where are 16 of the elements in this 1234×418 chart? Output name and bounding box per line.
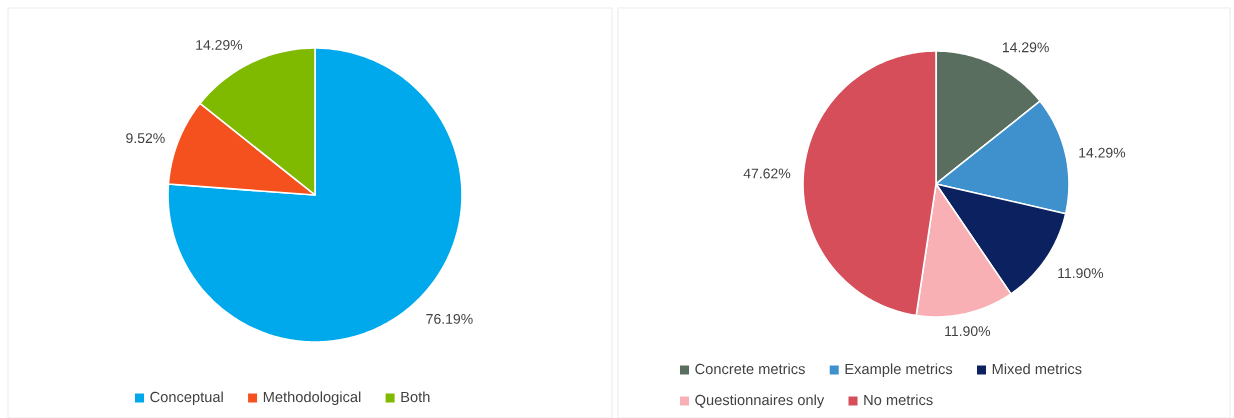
legend-label: Questionnaires only bbox=[695, 394, 825, 409]
data-label: 14.29% bbox=[196, 40, 243, 50]
data-label: 14.29% bbox=[1079, 147, 1126, 158]
legend-label: Concrete metrics bbox=[695, 363, 805, 375]
data-label: 47.62% bbox=[743, 168, 791, 179]
legend-label: Both bbox=[401, 391, 430, 403]
legend-label: Methodological bbox=[263, 391, 361, 406]
legend-label: No metrics bbox=[864, 394, 933, 406]
legend-label: Example metrics bbox=[845, 363, 953, 378]
data-label: 11.90% bbox=[945, 326, 991, 337]
data-label: 9.52% bbox=[126, 133, 165, 144]
data-label: 76.19% bbox=[426, 313, 473, 324]
legend-label: Mixed metrics bbox=[992, 363, 1082, 375]
data-label: 14.29% bbox=[1002, 42, 1049, 53]
legend-label: Conceptual bbox=[150, 391, 223, 406]
data-label: 11.90% bbox=[1058, 268, 1104, 279]
